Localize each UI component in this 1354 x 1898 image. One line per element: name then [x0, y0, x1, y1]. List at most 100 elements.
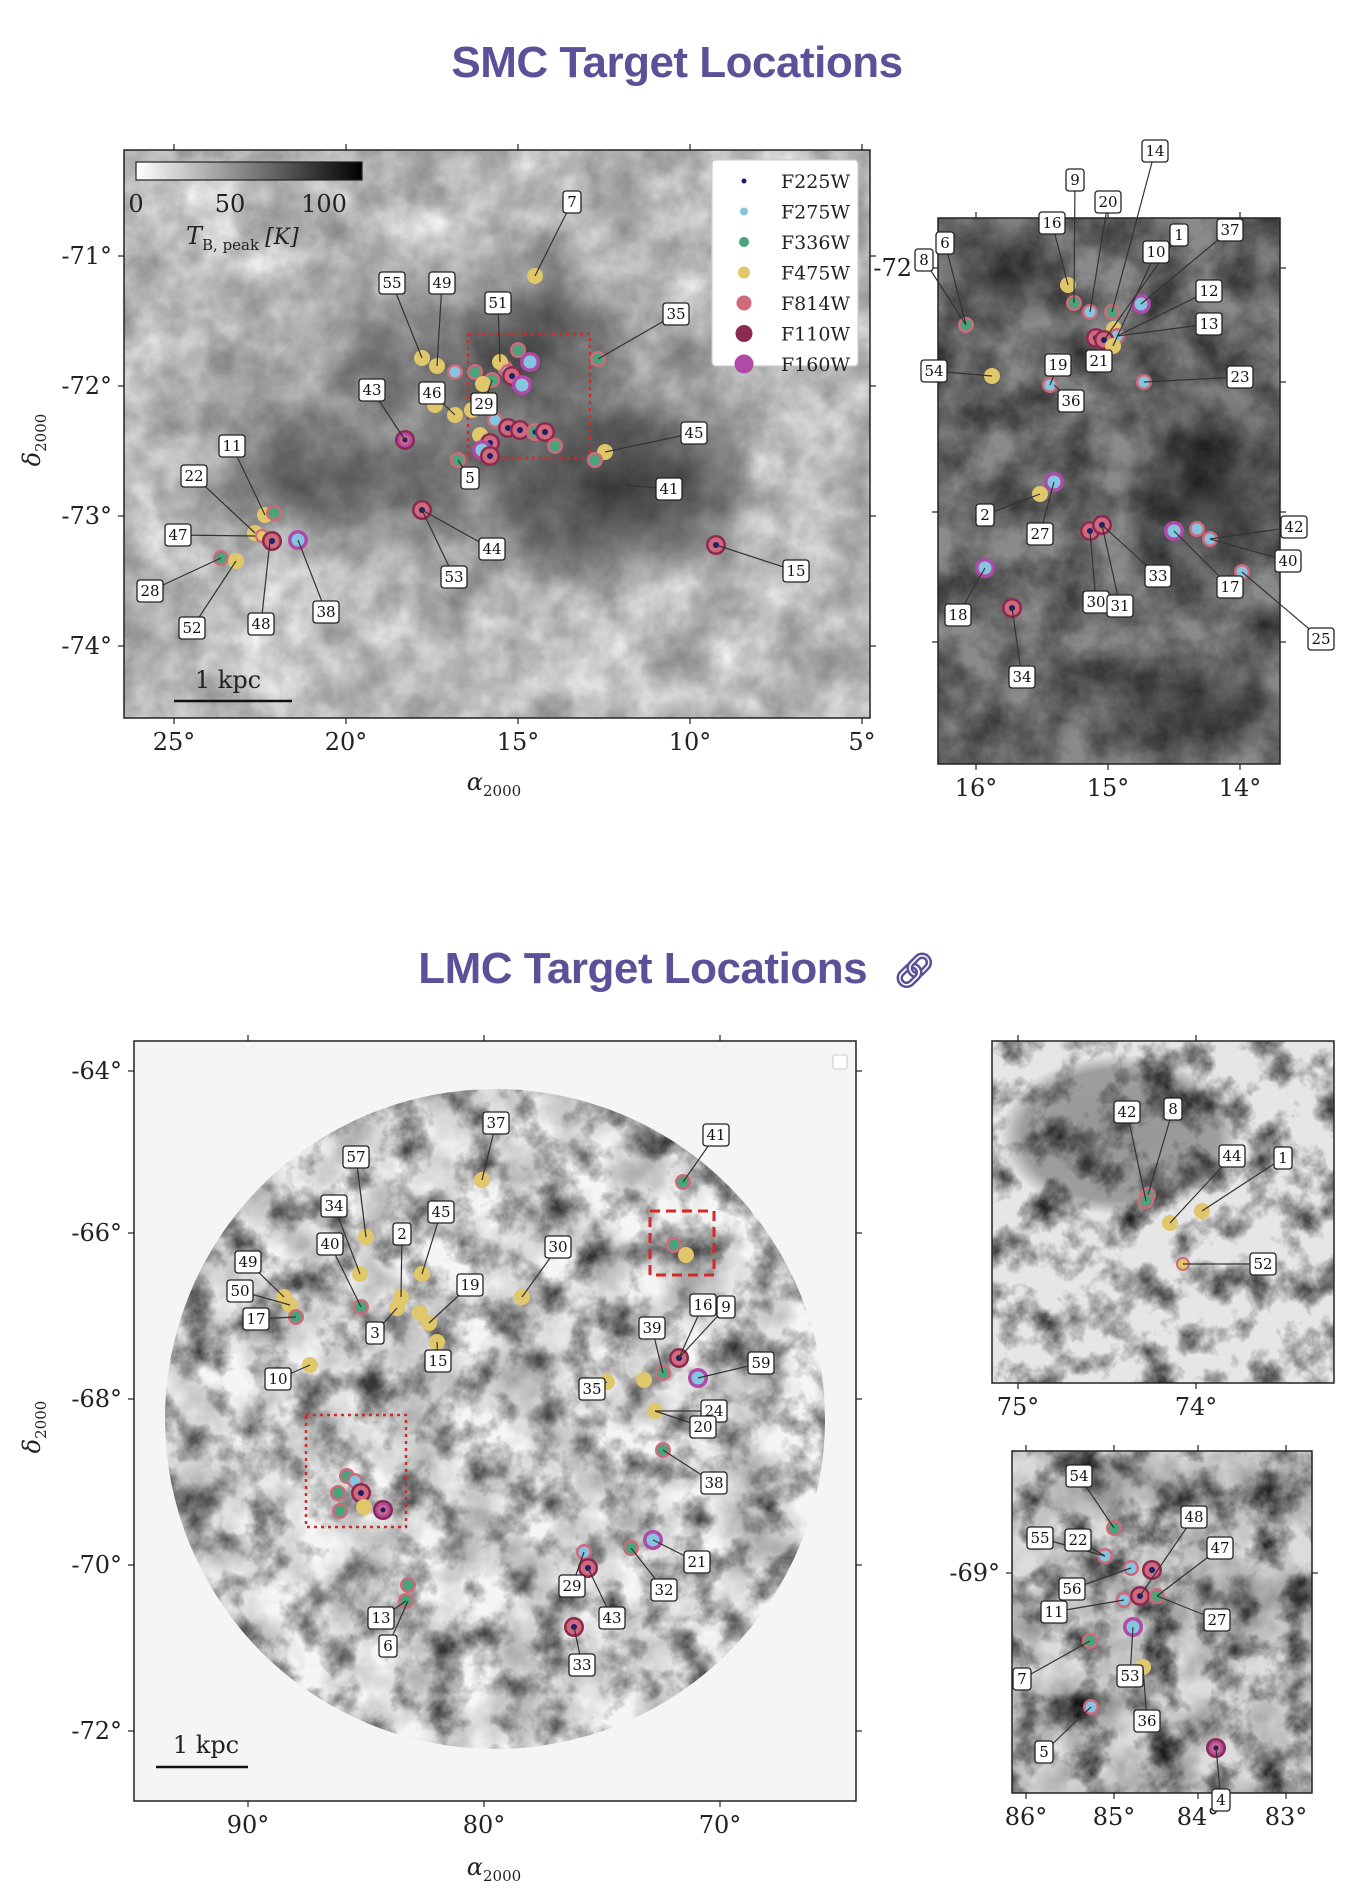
- axis-title: δ2000: [18, 414, 50, 467]
- target-label: 57: [342, 1145, 370, 1238]
- svg-text:55: 55: [1030, 1529, 1049, 1547]
- y-tick-label: -73°: [61, 502, 112, 530]
- svg-text:40: 40: [1278, 552, 1297, 570]
- target-label: 10: [1112, 240, 1170, 347]
- target-label: 34: [1008, 607, 1036, 689]
- target-label: 53: [1116, 1626, 1144, 1688]
- target-marker: [666, 1237, 682, 1253]
- legend-entry: F110W: [781, 324, 850, 346]
- y-tick-label: -69°: [949, 1559, 1000, 1587]
- y-tick-label: -72°: [71, 1717, 122, 1745]
- svg-text:34: 34: [1012, 668, 1031, 686]
- colorbar-tick: 100: [301, 190, 347, 218]
- x-tick-label: 85°: [1093, 1803, 1136, 1831]
- svg-text:48: 48: [251, 615, 270, 633]
- svg-text:39: 39: [642, 1319, 661, 1337]
- svg-text:47: 47: [168, 526, 187, 544]
- target-label: 54: [1065, 1464, 1115, 1529]
- target-marker: [351, 1483, 371, 1503]
- svg-text:29: 29: [474, 395, 493, 413]
- target-label: 55: [378, 271, 423, 359]
- svg-text:57: 57: [346, 1148, 365, 1166]
- svg-text:1: 1: [1278, 1149, 1288, 1167]
- target-label: 28: [136, 557, 222, 603]
- legend-entry: F814W: [781, 293, 850, 315]
- svg-text:17: 17: [246, 1310, 265, 1328]
- target-label: 15: [424, 1341, 452, 1373]
- colorbar-label: TB, peak [K]: [186, 222, 299, 254]
- target-label: 33: [1101, 524, 1172, 588]
- svg-text:31: 31: [1110, 597, 1129, 615]
- lmc-scale-bar: 1 kpc: [156, 1731, 248, 1769]
- svg-text:22: 22: [184, 467, 203, 485]
- target-marker: [467, 364, 483, 380]
- target-label: 3: [365, 1307, 398, 1345]
- svg-text:15: 15: [786, 562, 805, 580]
- target-marker: [330, 1485, 346, 1501]
- lmc-inset-1: [991, 1040, 1335, 1384]
- target-label: 50: [226, 1279, 291, 1306]
- smc-zoom-region: [466, 332, 592, 460]
- target-marker: [332, 1503, 348, 1519]
- x-tick-label: 90°: [227, 1811, 270, 1839]
- x-tick-label: 10°: [669, 728, 712, 756]
- svg-text:4: 4: [1216, 1791, 1226, 1809]
- target-label: 47: [1156, 1536, 1234, 1597]
- target-label: 27: [1156, 1595, 1231, 1632]
- svg-text:36: 36: [1137, 1712, 1156, 1730]
- legend-marker: [735, 325, 753, 342]
- axis-title: α2000: [467, 1853, 521, 1885]
- target-label: 44: [421, 509, 506, 561]
- target-label: 56: [1058, 1567, 1132, 1601]
- link-icon[interactable]: 🔗︎: [893, 952, 936, 991]
- svg-text:1 kpc: 1 kpc: [173, 1731, 239, 1759]
- target-label: 20: [654, 1410, 717, 1439]
- target-label: 2: [392, 1222, 412, 1298]
- svg-text:20: 20: [1098, 193, 1117, 211]
- svg-text:33: 33: [1148, 567, 1167, 585]
- target-label: 44: [1169, 1144, 1246, 1224]
- svg-text:54: 54: [1069, 1467, 1088, 1485]
- target-label: 42: [1113, 1100, 1147, 1202]
- svg-text:16: 16: [1042, 214, 1061, 232]
- target-label: 12: [1116, 279, 1223, 337]
- svg-text:18: 18: [948, 606, 967, 624]
- target-marker: [678, 1247, 694, 1263]
- target-label: 11: [1040, 1599, 1125, 1624]
- target-label: 20: [1089, 190, 1122, 313]
- target-label: 16: [1038, 211, 1069, 286]
- target-label: 52: [1183, 1252, 1277, 1276]
- x-tick-label: 25°: [153, 728, 196, 756]
- svg-text:9: 9: [721, 1298, 731, 1316]
- target-marker: [510, 420, 530, 440]
- target-marker: [400, 1577, 416, 1593]
- x-tick-label: 80°: [463, 1811, 506, 1839]
- svg-text:40: 40: [320, 1235, 339, 1253]
- svg-text:35: 35: [582, 1380, 601, 1398]
- target-label: 7: [1012, 1640, 1091, 1691]
- target-label: 9: [678, 1295, 736, 1359]
- target-label: 36: [1053, 384, 1085, 413]
- lmc-main-map: [133, 1040, 857, 1802]
- target-label: 54: [920, 359, 993, 383]
- legend-entry: F336W: [781, 232, 850, 254]
- target-label: 27: [1026, 481, 1055, 546]
- svg-text:55: 55: [382, 274, 401, 292]
- y-tick-label: -71°: [61, 242, 112, 270]
- x-tick-label: 14°: [1219, 774, 1262, 802]
- target-label: 17: [242, 1307, 297, 1331]
- target-label: 25: [1241, 571, 1335, 651]
- target-label: 59: [697, 1351, 775, 1379]
- svg-text:50: 50: [230, 1282, 249, 1300]
- svg-text:23: 23: [1230, 368, 1249, 386]
- svg-text:41: 41: [659, 480, 678, 498]
- target-marker: [520, 352, 540, 372]
- svg-text:8: 8: [919, 251, 929, 269]
- smc-inset-map: [937, 217, 1281, 765]
- svg-text:9: 9: [1070, 171, 1080, 189]
- svg-text:38: 38: [704, 1474, 723, 1492]
- x-tick-label: 16°: [955, 774, 998, 802]
- lmc-figure: 1 kpc 90° 80° 70° -64° -66° -68° -70° -72° α2000…: [18, 1035, 1335, 1885]
- target-label: 10: [264, 1364, 311, 1391]
